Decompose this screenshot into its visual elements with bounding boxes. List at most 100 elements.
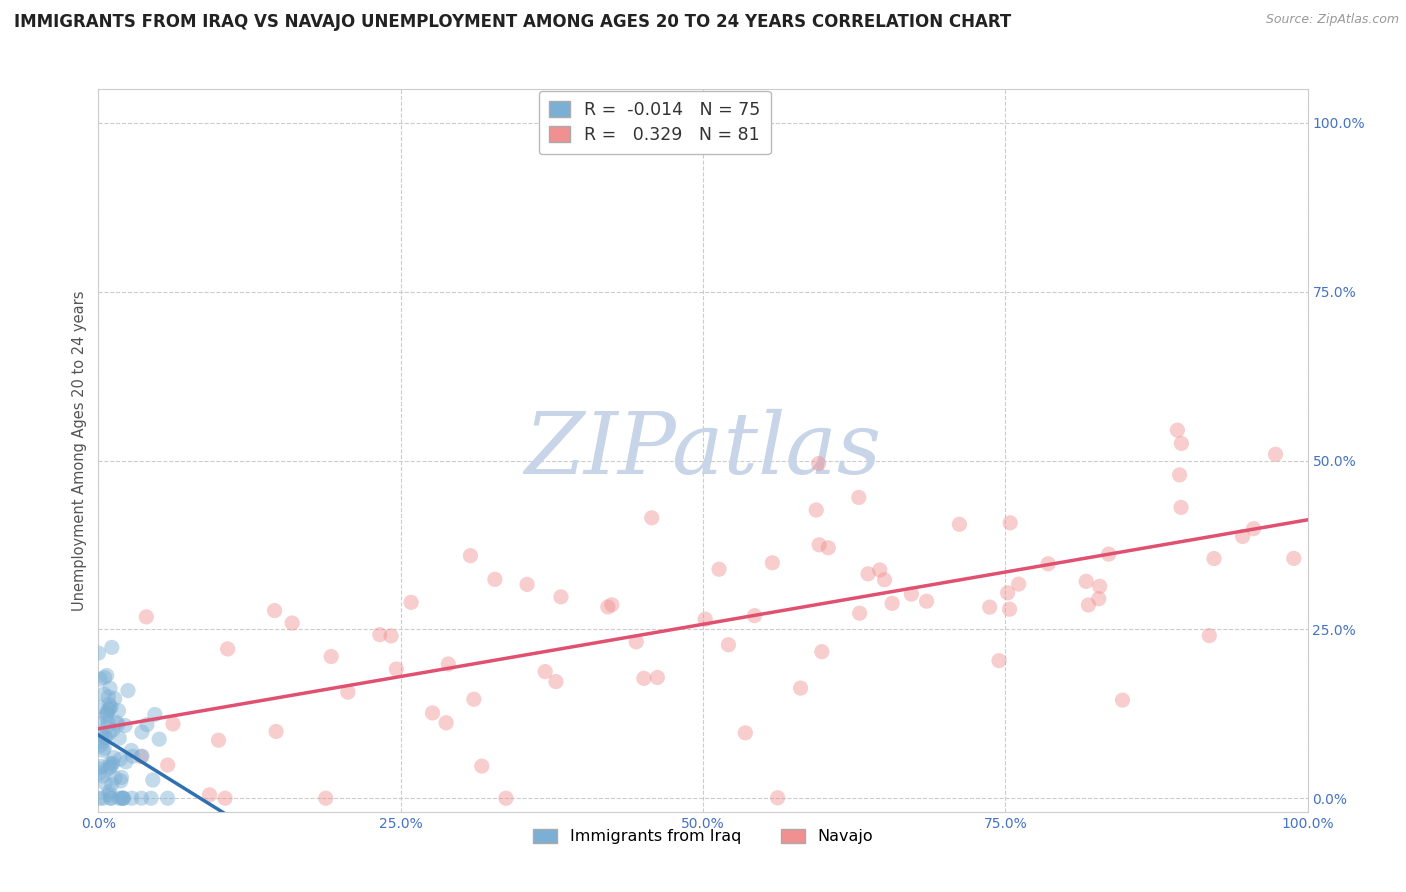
Point (717, 638, 740, 652)
Point (112, 791, 135, 805)
Point (90, 759, 112, 773)
Point (98, 701, 121, 715)
Point (1087, 591, 1109, 606)
Point (734, 726, 756, 740)
Point (110, 774, 132, 789)
Point (156, 791, 179, 805)
Point (114, 718, 136, 732)
Point (87, 716, 110, 731)
Point (336, 685, 359, 699)
Point (869, 563, 891, 577)
Point (89, 765, 111, 780)
Point (915, 594, 938, 608)
Point (108, 752, 131, 766)
Point (848, 606, 870, 620)
Point (856, 566, 879, 581)
Point (94, 776, 117, 790)
Point (156, 758, 179, 772)
Point (695, 612, 717, 626)
Point (471, 759, 494, 773)
Point (315, 791, 337, 805)
Point (135, 610, 157, 624)
Y-axis label: Unemployment Among Ages 20 to 24 years: Unemployment Among Ages 20 to 24 years (72, 290, 87, 611)
Point (463, 692, 485, 706)
Point (110, 771, 132, 785)
Point (111, 791, 134, 805)
Point (107, 717, 129, 731)
Point (1098, 547, 1121, 561)
Point (214, 791, 236, 805)
Point (98, 725, 121, 739)
Point (437, 657, 460, 671)
Point (115, 755, 138, 769)
Point (93, 687, 115, 701)
Point (321, 649, 343, 664)
Point (96, 705, 118, 719)
Point (707, 562, 730, 576)
Point (98, 698, 121, 712)
Point (1170, 500, 1192, 515)
Point (207, 733, 229, 747)
Point (460, 549, 482, 563)
Point (96, 709, 118, 723)
Point (550, 590, 572, 604)
Point (97, 703, 120, 717)
Point (368, 628, 391, 642)
Point (217, 641, 239, 656)
Point (142, 773, 165, 788)
Point (1111, 693, 1133, 707)
Point (97, 788, 120, 802)
Point (91, 769, 114, 783)
Point (111, 791, 134, 805)
Point (104, 691, 127, 706)
Point (136, 717, 159, 731)
Point (96, 668, 118, 682)
Point (900, 587, 922, 601)
Point (121, 749, 143, 764)
Point (1036, 557, 1059, 571)
Point (97, 714, 120, 729)
Point (817, 541, 839, 555)
Point (766, 790, 789, 805)
Point (1264, 447, 1286, 461)
Point (129, 749, 152, 764)
Point (848, 491, 870, 505)
Point (998, 602, 1021, 616)
Point (380, 629, 402, 643)
Point (882, 596, 904, 610)
Point (744, 608, 766, 623)
Point (139, 791, 162, 805)
Point (162, 717, 184, 731)
Point (1008, 577, 1031, 591)
Point (626, 635, 648, 649)
Point (263, 603, 285, 617)
Point (131, 749, 153, 764)
Point (98, 756, 121, 771)
Point (998, 516, 1021, 530)
Point (91, 734, 114, 748)
Point (1170, 436, 1192, 450)
Point (600, 598, 623, 612)
Point (264, 724, 287, 739)
Point (1076, 574, 1098, 589)
Point (89, 791, 111, 805)
Point (148, 732, 170, 747)
Point (103, 750, 125, 764)
Point (1088, 579, 1111, 593)
Point (873, 573, 896, 587)
Point (104, 771, 127, 785)
Point (761, 556, 783, 570)
Point (90, 738, 112, 752)
Point (143, 707, 166, 722)
Point (93, 741, 115, 756)
Point (91, 791, 114, 805)
Point (105, 715, 128, 730)
Point (516, 577, 538, 591)
Point (198, 788, 221, 802)
Point (1198, 629, 1220, 643)
Point (948, 517, 970, 532)
Point (121, 791, 143, 805)
Point (1282, 551, 1305, 566)
Point (1166, 423, 1188, 437)
Point (98, 760, 121, 774)
